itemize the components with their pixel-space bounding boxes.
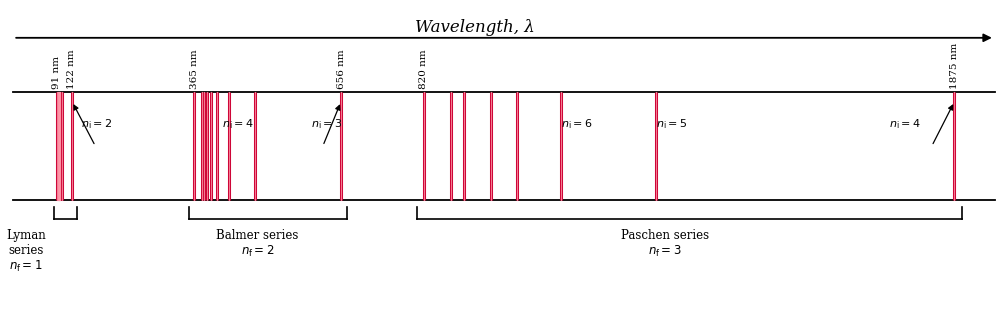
Text: 820 nm: 820 nm bbox=[419, 49, 428, 89]
Text: $n_{\rm i} = 6$: $n_{\rm i} = 6$ bbox=[561, 117, 593, 131]
Text: $n_{\rm i} = 5$: $n_{\rm i} = 5$ bbox=[656, 117, 687, 131]
Text: 122 nm: 122 nm bbox=[67, 49, 76, 89]
Text: 656 nm: 656 nm bbox=[337, 49, 346, 89]
Text: 1875 nm: 1875 nm bbox=[950, 42, 959, 89]
Text: Paschen series
$n_{\rm f} = 3$: Paschen series $n_{\rm f} = 3$ bbox=[621, 229, 709, 259]
Text: $n_{\rm i} = 4$: $n_{\rm i} = 4$ bbox=[222, 117, 254, 131]
Text: $n_{\rm i} = 2$: $n_{\rm i} = 2$ bbox=[81, 117, 112, 131]
Text: Balmer series
$n_{\rm f} = 2$: Balmer series $n_{\rm f} = 2$ bbox=[216, 229, 299, 259]
Text: $n_{\rm i} = 3$: $n_{\rm i} = 3$ bbox=[311, 117, 342, 131]
Text: Lyman
series
$n_{\rm f} = 1$: Lyman series $n_{\rm f} = 1$ bbox=[6, 229, 46, 274]
Text: $n_{\rm i} = 4$: $n_{\rm i} = 4$ bbox=[889, 117, 921, 131]
Text: 365 nm: 365 nm bbox=[190, 49, 199, 89]
Text: Wavelength, λ: Wavelength, λ bbox=[415, 19, 534, 36]
Text: 91 nm: 91 nm bbox=[52, 56, 61, 89]
